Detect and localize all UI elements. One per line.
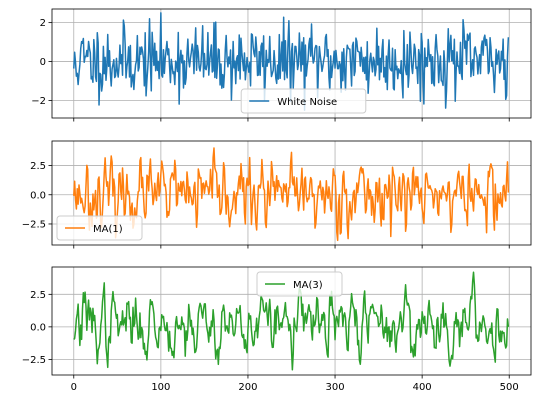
y-tick-label: 0 bbox=[40, 57, 46, 68]
legend: White Noise bbox=[240, 88, 367, 114]
legend: MA(3) bbox=[256, 271, 343, 297]
legend-box bbox=[256, 271, 343, 297]
x-tick-label: 300 bbox=[325, 382, 344, 393]
legend-box bbox=[56, 215, 143, 241]
axes-frame bbox=[51, 140, 532, 246]
series-line bbox=[73, 147, 510, 242]
y-tick-label: 0.0 bbox=[30, 190, 46, 201]
panel-3: −2.5 0.0 2.5 0 100 200 300 400 500 MA(3) bbox=[22, 266, 532, 393]
series-line bbox=[73, 12, 510, 111]
y-tick-label: −2 bbox=[31, 96, 46, 107]
panel-1: −2 0 2 White Noise bbox=[31, 8, 532, 122]
y-tick-label: 2.5 bbox=[30, 161, 46, 172]
y-tick-label: −2.5 bbox=[22, 355, 46, 366]
x-tick-label: 400 bbox=[413, 382, 432, 393]
x-tick-label: 500 bbox=[500, 382, 519, 393]
legend: MA(1) bbox=[56, 215, 143, 241]
legend-label: MA(3) bbox=[293, 280, 323, 291]
panel-2: −2.5 0.0 2.5 MA(1) bbox=[22, 140, 532, 249]
axes-frame bbox=[51, 266, 532, 376]
series-line bbox=[73, 271, 510, 371]
x-tick-label: 0 bbox=[71, 382, 77, 393]
y-tick-label: −2.5 bbox=[22, 219, 46, 230]
legend-label: White Noise bbox=[277, 97, 337, 108]
y-tick-label: 2 bbox=[40, 18, 46, 29]
legend-box bbox=[240, 88, 367, 114]
x-tick-label: 200 bbox=[238, 382, 257, 393]
legend-label: MA(1) bbox=[93, 224, 123, 235]
y-tick-label: 0.0 bbox=[30, 322, 46, 333]
x-tick-label: 100 bbox=[151, 382, 170, 393]
y-tick-label: 2.5 bbox=[30, 290, 46, 301]
axes-frame bbox=[51, 8, 532, 119]
